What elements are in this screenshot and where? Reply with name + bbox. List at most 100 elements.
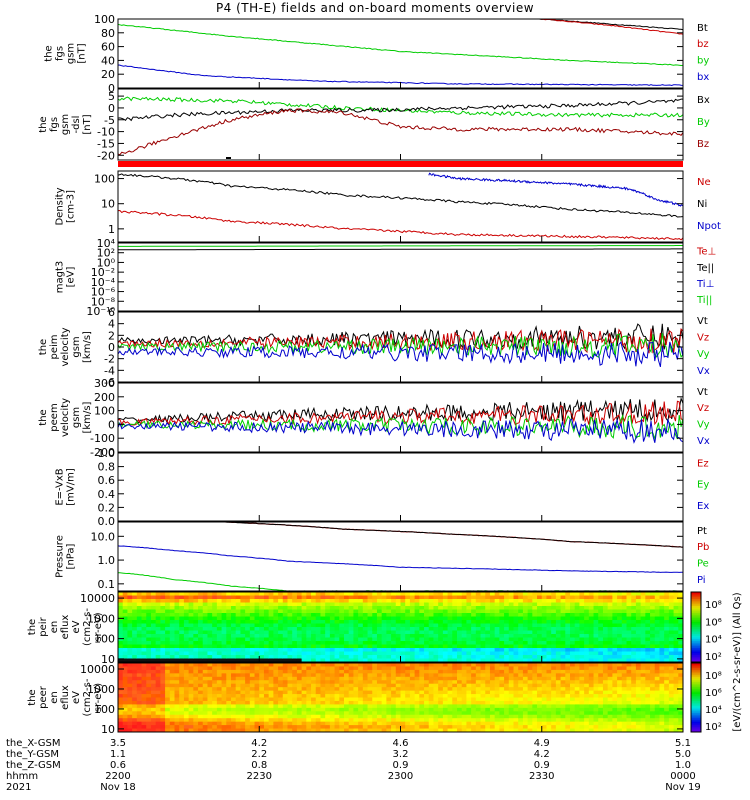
heatmap-cell xyxy=(555,700,562,705)
heatmap-cell xyxy=(499,641,505,645)
heatmap-cell xyxy=(631,627,637,631)
heatmap-cell xyxy=(489,663,496,667)
heatmap-cell xyxy=(320,595,326,600)
heatmap-cell xyxy=(325,634,331,638)
heatmap-cell xyxy=(372,687,378,692)
heatmap-cell xyxy=(207,669,213,674)
heatmap-cell xyxy=(395,655,401,659)
heatmap-cell xyxy=(485,630,491,635)
heatmap-cell xyxy=(259,613,265,617)
heatmap-cell xyxy=(165,609,171,614)
heatmap-cell xyxy=(650,655,656,659)
heatmap-cell xyxy=(334,655,340,659)
heatmap-cell xyxy=(202,714,208,719)
heatmap-cell xyxy=(428,592,434,596)
heatmap-cell xyxy=(146,687,152,692)
heatmap-cell xyxy=(136,609,143,614)
heatmap-cell xyxy=(372,704,378,709)
heatmap-cell xyxy=(621,725,627,730)
heatmap-cell xyxy=(419,711,425,716)
heatmap-cell xyxy=(249,711,256,716)
heatmap-cell xyxy=(471,620,477,624)
heatmap-cell xyxy=(678,606,683,610)
heatmap-cell xyxy=(193,634,199,638)
heatmap-cell xyxy=(513,676,519,681)
heatmap-cell xyxy=(513,725,519,730)
heatmap-cell xyxy=(607,676,613,681)
heatmap-cell xyxy=(659,595,665,600)
heatmap-cell xyxy=(358,676,364,681)
heatmap-cell xyxy=(329,669,336,674)
heatmap-cell xyxy=(593,623,599,628)
heatmap-cell xyxy=(202,676,208,681)
heatmap-cell xyxy=(602,666,609,671)
heatmap-cell xyxy=(193,609,199,614)
heatmap-cell xyxy=(565,637,571,642)
heatmap-cell xyxy=(259,687,265,692)
heatmap-cell xyxy=(127,620,133,624)
heatmap-cell xyxy=(447,630,453,635)
heatmap-cell xyxy=(221,707,227,712)
heatmap-cell xyxy=(259,711,265,716)
heatmap-cell xyxy=(532,648,538,652)
heatmap-cell xyxy=(183,609,190,614)
heatmap-cell xyxy=(391,687,397,692)
heatmap-cell xyxy=(485,676,491,681)
heatmap-cell xyxy=(574,620,580,624)
heatmap-cell xyxy=(654,620,660,624)
heatmap-cell xyxy=(452,700,458,705)
heatmap-cell xyxy=(457,623,463,628)
heatmap-cell xyxy=(678,630,683,635)
heatmap-cell xyxy=(395,680,401,685)
heatmap-cell xyxy=(254,669,260,674)
heatmap-cell xyxy=(292,683,298,688)
heatmap-cell xyxy=(287,658,293,662)
heatmap-cell xyxy=(231,613,237,617)
heatmap-cell xyxy=(263,704,270,709)
heatmap-cell xyxy=(485,725,491,730)
heatmap-cell xyxy=(207,623,213,628)
heatmap-cell xyxy=(518,655,524,659)
heatmap-cell xyxy=(513,694,519,698)
heatmap-cell xyxy=(381,707,387,712)
heatmap-cell xyxy=(574,616,580,621)
heatmap-cell xyxy=(433,704,439,709)
heatmap-cell xyxy=(555,728,562,732)
heatmap-cell xyxy=(216,630,223,635)
heatmap-cell xyxy=(344,673,350,678)
heatmap-cell xyxy=(678,641,683,645)
heatmap-cell xyxy=(400,728,406,732)
heatmap-cell xyxy=(508,634,514,638)
heatmap-cell xyxy=(367,704,373,709)
heatmap-cell xyxy=(424,683,430,688)
heatmap-cell xyxy=(650,700,656,705)
heatmap-cell xyxy=(391,711,397,716)
heatmap-cell xyxy=(249,606,256,610)
heatmap-cell xyxy=(358,721,364,726)
heatmap-cell xyxy=(631,620,637,624)
heatmap-cell xyxy=(226,725,232,730)
heatmap-cell xyxy=(640,620,646,624)
heatmap-cell xyxy=(419,630,425,635)
heatmap-cell xyxy=(122,728,128,732)
heatmap-cell xyxy=(278,651,284,656)
heatmap-cell xyxy=(438,683,444,688)
heatmap-cell xyxy=(668,634,675,638)
heatmap-cell xyxy=(169,620,175,624)
heatmap-cell xyxy=(513,648,519,652)
heatmap-cell xyxy=(226,680,232,685)
heatmap-cell xyxy=(518,620,524,624)
heatmap-cell xyxy=(631,609,637,614)
heatmap-cell xyxy=(419,648,425,652)
heatmap-cell xyxy=(452,666,458,671)
heatmap-cell xyxy=(249,648,256,652)
heatmap-cell xyxy=(433,673,439,678)
heatmap-cell xyxy=(118,606,124,610)
heatmap-cell xyxy=(353,634,359,638)
heatmap-cell xyxy=(169,690,175,695)
heatmap-cell xyxy=(249,683,256,688)
heatmap-cell xyxy=(174,609,180,614)
heatmap-cell xyxy=(367,658,373,662)
heatmap-cell xyxy=(118,641,124,645)
heatmap-cell xyxy=(489,669,496,674)
